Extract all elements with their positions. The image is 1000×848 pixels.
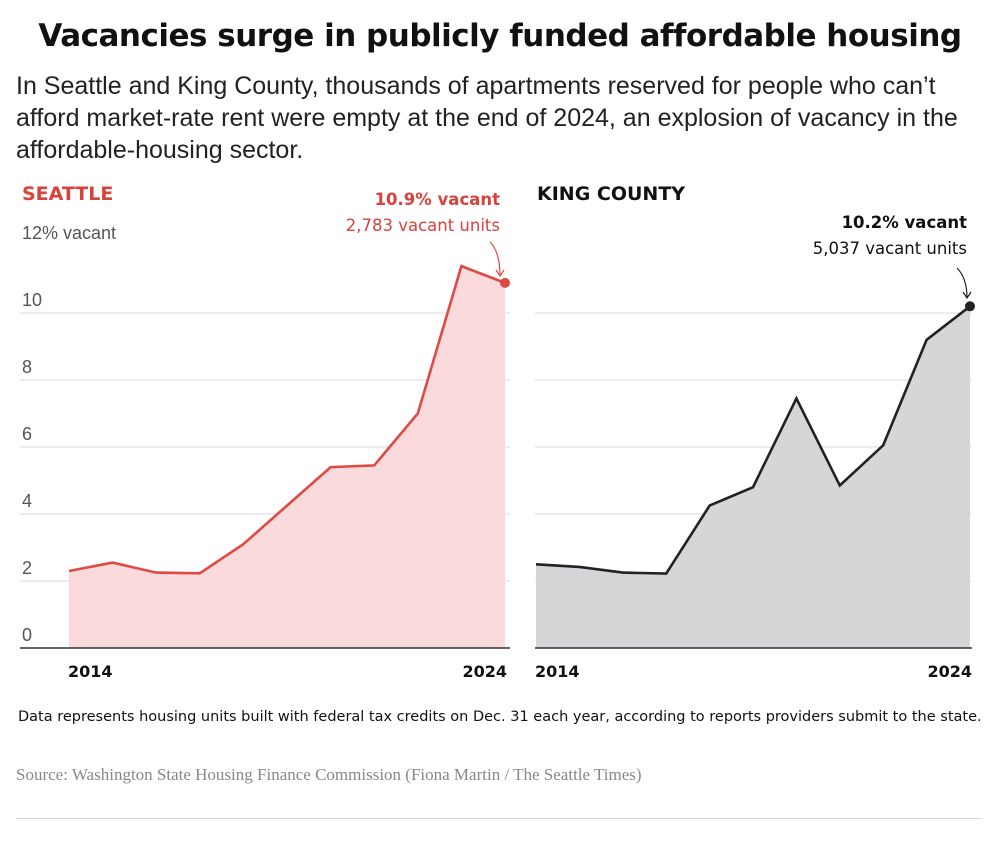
annotation-arrowhead-0	[495, 269, 505, 278]
y-tick-label-0: 0	[22, 625, 32, 645]
chart-area: SEATTLE 0 2 4 6 8 10 12% vacant 2014 2024 10.9% va…	[20, 183, 975, 681]
annotation-arrowhead-1	[962, 291, 972, 300]
data-point-0-2024	[500, 277, 510, 288]
y-tick-label-2: 2	[22, 558, 32, 578]
annotation-units-1: 5,037 vacant units	[813, 239, 967, 258]
series-area-0	[69, 266, 505, 648]
x-tick-label-0-first: 2014	[68, 662, 113, 681]
annotation-arrow-0	[489, 241, 501, 277]
chart-subtitle: In Seattle and King County, thousands of…	[16, 72, 958, 164]
y-tick-label-4: 4	[22, 491, 32, 511]
x-tick-label-0-last: 2024	[462, 662, 507, 681]
y-tick-label-12: 12% vacant	[22, 223, 116, 243]
data-point-1-2024	[965, 301, 975, 312]
footer-divider	[16, 818, 982, 819]
x-tick-label-1-last: 2024	[927, 662, 972, 681]
y-tick-label-10: 10	[22, 290, 42, 310]
data-note: Data represents housing units built with…	[18, 709, 982, 725]
y-tick-label-8: 8	[22, 357, 32, 377]
x-tick-label-1-first: 2014	[535, 662, 580, 681]
panel-title-0: SEATTLE	[22, 183, 113, 205]
panel-title-1: KING COUNTY	[537, 183, 685, 205]
series-line-0	[68, 264, 506, 575]
series-area-1	[536, 306, 970, 648]
y-tick-label-6: 6	[22, 424, 32, 444]
chart-title: Vacancies surge in publicly funded affor…	[38, 18, 962, 54]
series-line-1	[535, 305, 971, 575]
source-credit: Source: Washington State Housing Finance…	[16, 765, 642, 784]
annotation-value-1: 10.2% vacant	[842, 213, 968, 232]
annotation-value-0: 10.9% vacant	[375, 190, 501, 209]
annotation-arrow-1	[956, 267, 968, 299]
annotation-units-0: 2,783 vacant units	[346, 216, 500, 235]
